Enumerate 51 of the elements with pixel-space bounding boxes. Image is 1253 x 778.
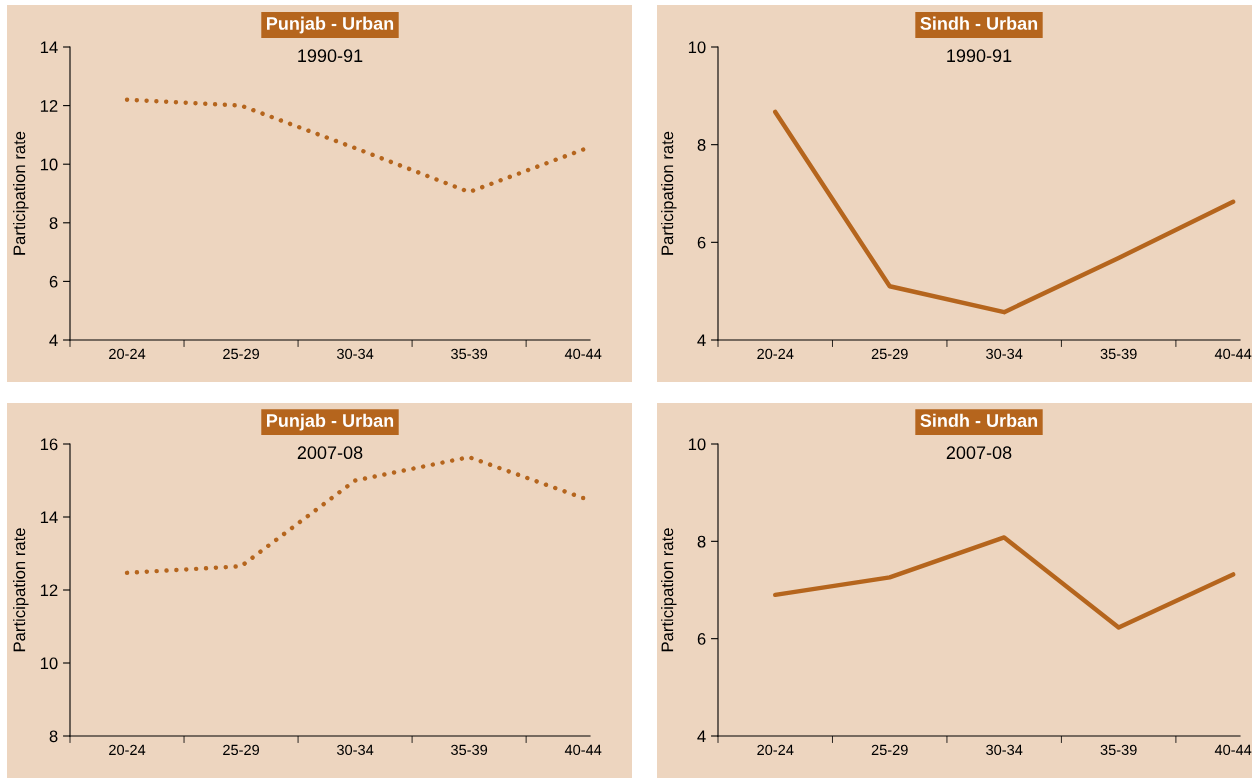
y-tick-label: 10 xyxy=(688,438,706,451)
y-tick-label: 4 xyxy=(697,730,706,743)
y-tick-label: 10 xyxy=(688,41,706,54)
y-tick-label: 8 xyxy=(49,730,58,743)
x-tick-label: 30-34 xyxy=(986,744,1023,756)
x-tick-label: 40-44 xyxy=(1214,348,1252,360)
chart-title: Sindh - Urban xyxy=(920,413,1038,427)
y-tick-label: 6 xyxy=(697,236,706,249)
y-axis-title: Participation rate xyxy=(13,131,29,255)
y-tick-label: 12 xyxy=(40,100,58,112)
x-tick-label: 20-24 xyxy=(757,744,794,756)
x-tick-label: 20-24 xyxy=(757,348,794,360)
y-tick-label: 16 xyxy=(40,438,58,451)
y-tick-label: 4 xyxy=(49,334,58,347)
chart-title: Punjab - Urban xyxy=(267,16,394,34)
y-tick-label: 8 xyxy=(697,139,706,151)
y-axis-title: Participation rate xyxy=(13,528,29,652)
x-tick-label: 25-29 xyxy=(871,744,908,756)
y-axis-title: Participation rate xyxy=(661,131,677,255)
y-tick-label: 10 xyxy=(40,158,58,171)
x-tick-label: 30-34 xyxy=(337,348,374,360)
x-tick-label: 20-24 xyxy=(109,744,146,756)
x-tick-label: 35-39 xyxy=(451,744,488,756)
y-axis-title: Participation rate xyxy=(661,528,677,652)
x-tick-label: 25-29 xyxy=(223,348,260,360)
x-tick-label: 40-44 xyxy=(564,348,602,360)
chart-subtitle: 1990-91 xyxy=(947,49,1012,63)
chart-subtitle: 2007-08 xyxy=(946,446,1012,460)
y-tick-label: 4 xyxy=(697,334,706,347)
y-tick-label: 8 xyxy=(49,217,58,229)
x-tick-label: 30-34 xyxy=(337,744,374,756)
x-tick-label: 35-39 xyxy=(451,348,488,360)
x-tick-label: 25-29 xyxy=(223,744,260,756)
x-tick-label: 25-29 xyxy=(871,348,908,360)
chart-subtitle: 1990-91 xyxy=(298,49,363,63)
x-tick-label: 35-39 xyxy=(1100,348,1137,360)
y-tick-label: 6 xyxy=(697,633,706,645)
y-tick-label: 14 xyxy=(40,511,58,524)
x-tick-label: 35-39 xyxy=(1100,744,1137,756)
chart-title: Sindh - Urban xyxy=(920,16,1038,30)
x-tick-label: 40-44 xyxy=(564,744,602,756)
y-tick-label: 12 xyxy=(40,584,58,597)
y-tick-label: 14 xyxy=(40,41,58,54)
chart-subtitle: 2007-08 xyxy=(297,446,363,460)
y-tick-label: 10 xyxy=(40,657,58,670)
x-tick-label: 30-34 xyxy=(986,348,1023,360)
y-tick-label: 6 xyxy=(49,275,58,288)
chart-title: Punjab - Urban xyxy=(267,413,394,431)
x-tick-label: 20-24 xyxy=(109,348,146,360)
x-tick-label: 40-44 xyxy=(1214,744,1252,756)
y-tick-label: 8 xyxy=(697,535,706,548)
